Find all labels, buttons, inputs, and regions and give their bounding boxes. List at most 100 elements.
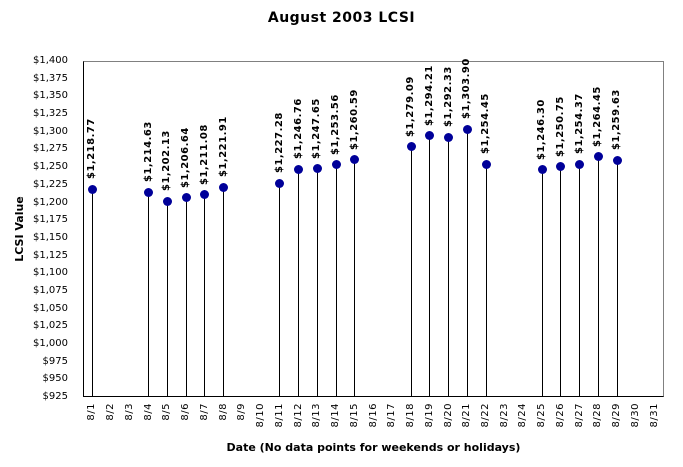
data-point-marker [556, 162, 566, 172]
data-point-label: $1,279.09 [405, 75, 416, 137]
x-tick-label: 8/21 [461, 403, 473, 428]
y-tick-label: $1,325 [33, 108, 68, 120]
data-point-marker [425, 131, 435, 141]
y-tick-label: $1,275 [33, 143, 68, 155]
stem-line [354, 159, 356, 396]
y-tick-label: $1,225 [33, 178, 68, 190]
stem-line [410, 146, 412, 396]
data-point-label: $1,202.13 [161, 130, 173, 191]
x-tick-label: 8/23 [498, 403, 510, 428]
data-point-label: $1,227.28 [273, 112, 285, 174]
x-tick-label: 8/24 [517, 403, 529, 428]
data-point-marker [144, 187, 154, 197]
x-tick-label: 8/10 [255, 403, 266, 428]
x-tick-label: 8/1 [86, 403, 98, 421]
x-tick-label: 8/22 [480, 403, 491, 428]
y-tick-label: $950 [42, 373, 68, 385]
data-point-marker [87, 184, 97, 194]
data-point-label: $1,254.37 [573, 93, 585, 154]
y-tick-label: $1,125 [33, 249, 68, 261]
y-tick-label: $1,250 [33, 161, 68, 173]
data-point-marker [537, 165, 547, 175]
x-tick-label: 8/18 [405, 403, 416, 428]
data-point-marker [294, 164, 303, 174]
y-tick-label: $1,000 [33, 337, 68, 349]
data-point-marker [200, 190, 210, 200]
data-point-label: $1,214.63 [142, 121, 154, 183]
x-axis-title: Date (No data points for weekends or hol… [226, 441, 521, 454]
x-tick-label: 8/20 [442, 403, 454, 428]
data-point-label: $1,260.59 [348, 88, 360, 150]
data-point-marker [575, 159, 585, 169]
x-tick-label: 8/14 [330, 403, 341, 428]
y-tick-label: $975 [42, 355, 68, 367]
x-tick-label: 8/30 [629, 403, 641, 428]
stem-line [579, 164, 581, 396]
stem-line [166, 201, 168, 396]
stem-line [448, 137, 449, 396]
x-tick-label: 8/2 [105, 403, 117, 421]
data-point-label: $1,211.08 [198, 123, 210, 185]
stem-line [466, 129, 468, 396]
data-point-label: $1,246.76 [292, 98, 304, 160]
stem-line [204, 194, 206, 396]
plot-area [83, 61, 664, 397]
y-tick-label: $1,175 [33, 214, 68, 226]
data-point-label: $1,254.45 [480, 93, 491, 154]
data-point-marker [481, 159, 491, 169]
stem-line [429, 135, 431, 396]
data-point-label: $1,264.45 [592, 86, 604, 147]
data-point-marker [312, 164, 322, 174]
stem-line [560, 166, 562, 396]
data-point-marker [331, 160, 341, 170]
x-tick-label: 8/15 [348, 403, 360, 428]
x-tick-label: 8/12 [292, 403, 304, 428]
y-tick-label: $1,400 [33, 55, 68, 66]
x-tick-label: 8/17 [386, 403, 398, 428]
y-tick-label: $1,350 [33, 90, 68, 102]
x-tick-label: 8/28 [592, 403, 604, 428]
x-tick-label: 8/31 [648, 403, 660, 428]
x-tick-label: 8/19 [423, 403, 435, 428]
x-tick-label: 8/13 [311, 403, 323, 428]
stem-line [298, 169, 299, 396]
data-point-label: $1,303.90 [461, 58, 473, 119]
data-point-label: $1,259.63 [611, 89, 623, 151]
stem-line [185, 197, 187, 396]
stem-line [335, 164, 337, 396]
data-point-label: $1,221.91 [217, 116, 229, 177]
y-tick-label: $1,375 [33, 72, 68, 84]
stem-line [223, 187, 225, 396]
data-point-marker [162, 196, 172, 206]
x-tick-label: 8/6 [180, 403, 192, 421]
y-tick-label: $1,075 [33, 284, 68, 296]
data-point-marker [181, 193, 191, 203]
y-tick-label: $1,300 [33, 125, 68, 137]
data-point-marker [350, 155, 360, 165]
chart-title: August 2003 LCSI [267, 10, 416, 26]
x-tick-label: 8/7 [198, 403, 210, 421]
y-tick-label: $1,050 [33, 302, 68, 314]
x-tick-label: 8/5 [161, 403, 173, 421]
data-point-marker [462, 124, 472, 134]
stem-line [148, 192, 150, 396]
y-tick-label: $1,025 [33, 320, 68, 332]
data-point-label: $1,250.75 [554, 95, 566, 157]
x-tick-label: 8/29 [611, 403, 623, 428]
data-point-label: $1,246.30 [536, 98, 548, 160]
data-point-marker [219, 182, 229, 192]
stem-line [316, 168, 318, 396]
stem-line [616, 160, 618, 396]
data-point-label: $1,247.65 [311, 97, 323, 159]
data-point-marker [406, 142, 416, 151]
stem-line [279, 183, 281, 396]
stem-line [597, 156, 599, 396]
x-tick-label: 8/8 [217, 403, 229, 421]
data-point-label: $1,206.64 [180, 126, 192, 188]
data-point-label: $1,294.21 [423, 64, 435, 126]
x-tick-label: 8/11 [273, 403, 285, 428]
stem-line [541, 169, 543, 396]
y-tick-label: $925 [42, 391, 68, 402]
x-tick-label: 8/4 [142, 403, 154, 421]
